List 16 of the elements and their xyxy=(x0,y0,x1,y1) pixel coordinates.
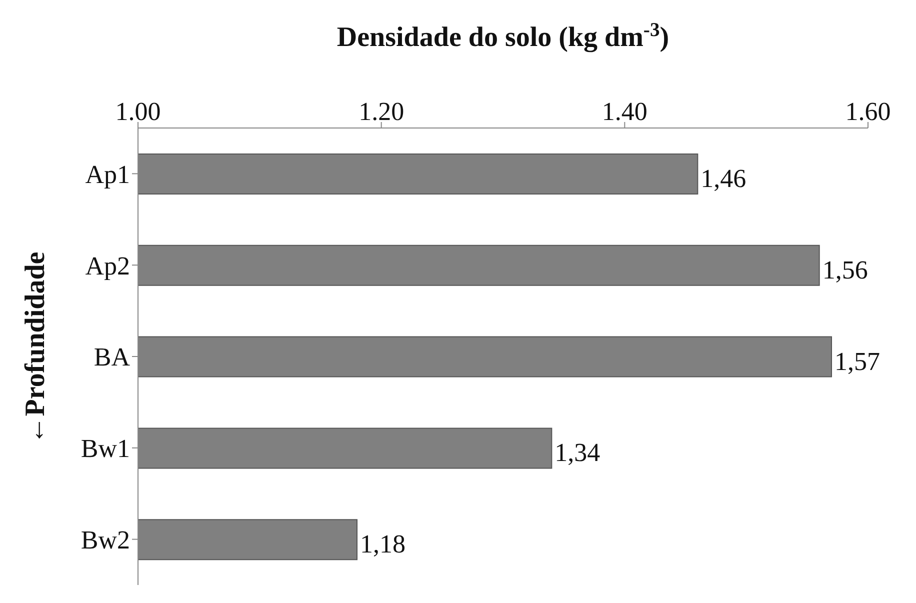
y-tick-label: Bw2 xyxy=(80,526,130,555)
y-axis-title: ←Profundidade xyxy=(20,252,51,444)
data-label: 1,46 xyxy=(700,164,746,193)
data-label: 1,56 xyxy=(822,255,868,284)
x-tick-label: 1.60 xyxy=(845,97,891,126)
y-tick-label: BA xyxy=(94,342,130,372)
x-axis-title: Densidade do solo (kg dm$^{-3}$) xyxy=(336,20,670,53)
x-tick-label: 1.00 xyxy=(115,97,161,126)
data-label: 1,57 xyxy=(834,346,880,376)
y-tick-label: Bw1 xyxy=(80,434,130,464)
data-label: 1,18 xyxy=(360,530,406,559)
data-label: 1,34 xyxy=(554,438,600,468)
y-tick-label: Ap2 xyxy=(85,251,130,280)
y-tick-label: Ap1 xyxy=(85,160,130,189)
x-tick-label: 1.40 xyxy=(602,97,648,126)
x-tick-label: 1.20 xyxy=(358,97,404,126)
